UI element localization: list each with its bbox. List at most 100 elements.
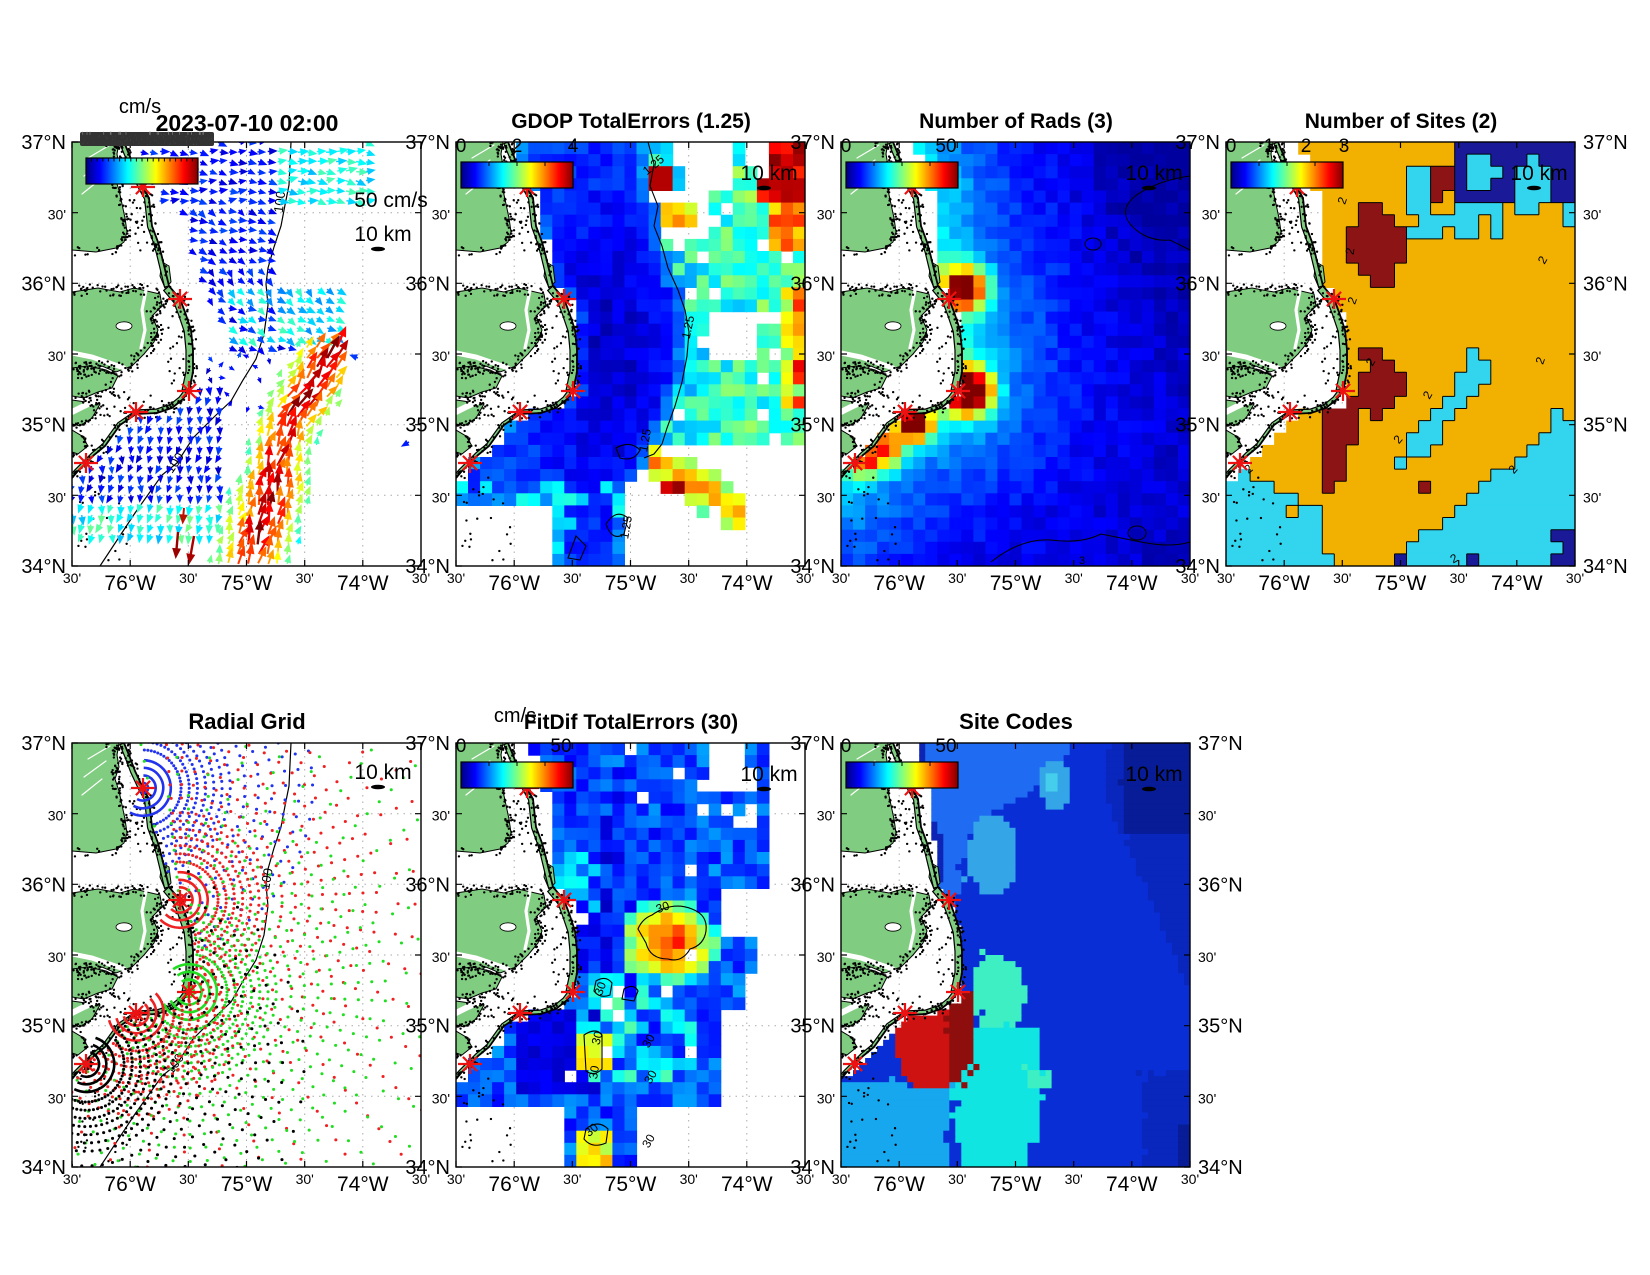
svg-text:1.25: 1.25	[636, 427, 654, 453]
svg-text:30': 30'	[412, 570, 430, 586]
svg-text:0: 0	[841, 136, 852, 157]
svg-text:30': 30'	[296, 570, 314, 586]
svg-text:37°N: 37°N	[21, 733, 66, 755]
svg-text:30': 30'	[948, 1171, 966, 1187]
svg-text:30': 30'	[432, 348, 450, 364]
svg-text:30': 30'	[1202, 207, 1220, 223]
svg-text:30': 30'	[179, 1171, 197, 1187]
svg-text:37°N: 37°N	[1175, 132, 1220, 154]
svg-text:74°W: 74°W	[1106, 1173, 1158, 1196]
svg-text:30': 30'	[1583, 489, 1601, 505]
svg-text:35°N: 35°N	[790, 1016, 835, 1038]
svg-text:30': 30'	[1566, 570, 1584, 586]
svg-text:30': 30'	[447, 570, 465, 586]
svg-text:GDOP TotalErrors (1.25): GDOP TotalErrors (1.25)	[511, 110, 751, 133]
svg-text:37°N: 37°N	[790, 733, 835, 755]
svg-text:30': 30'	[1202, 348, 1220, 364]
svg-text:0: 0	[456, 136, 467, 157]
svg-text:37°N: 37°N	[405, 733, 450, 755]
svg-text:30': 30'	[432, 949, 450, 965]
svg-text:50: 50	[935, 736, 956, 757]
svg-text:1.25: 1.25	[679, 314, 698, 340]
svg-text:36°N: 36°N	[405, 273, 450, 295]
svg-text:30': 30'	[412, 1171, 430, 1187]
svg-text:100: 100	[271, 190, 289, 213]
svg-text:30': 30'	[48, 808, 66, 824]
svg-text:2: 2	[1343, 246, 1358, 255]
svg-text:30': 30'	[1583, 348, 1601, 364]
svg-text:76°W: 76°W	[873, 1173, 925, 1196]
svg-text:30': 30'	[1181, 1171, 1199, 1187]
svg-text:30': 30'	[48, 207, 66, 223]
svg-text:36°N: 36°N	[1175, 273, 1220, 295]
svg-text:74°W: 74°W	[337, 572, 389, 595]
svg-text:30': 30'	[1198, 1090, 1216, 1106]
svg-text:10 km: 10 km	[1125, 162, 1182, 185]
svg-text:30: 30	[586, 1064, 602, 1080]
svg-text:3: 3	[1339, 136, 1350, 157]
svg-text:30': 30'	[832, 570, 850, 586]
svg-text:FitDif TotalErrors (30): FitDif TotalErrors (30)	[524, 711, 738, 734]
svg-text:10 km: 10 km	[354, 223, 411, 246]
svg-text:30': 30'	[447, 1171, 465, 1187]
svg-text:30': 30'	[832, 1171, 850, 1187]
svg-text:35°N: 35°N	[21, 1016, 66, 1038]
svg-text:2: 2	[1301, 136, 1312, 157]
svg-text:76°W: 76°W	[488, 572, 540, 595]
svg-text:76°W: 76°W	[873, 572, 925, 595]
svg-text:10 km: 10 km	[1510, 162, 1567, 185]
svg-text:76°W: 76°W	[488, 1173, 540, 1196]
svg-text:30': 30'	[817, 207, 835, 223]
svg-text:30': 30'	[432, 207, 450, 223]
svg-text:30': 30'	[48, 1090, 66, 1106]
svg-text:34°N: 34°N	[1175, 556, 1220, 578]
svg-text:30': 30'	[48, 949, 66, 965]
svg-text:30': 30'	[48, 348, 66, 364]
svg-text:75°W: 75°W	[605, 1173, 657, 1196]
svg-text:30': 30'	[1198, 949, 1216, 965]
svg-text:30: 30	[639, 1031, 658, 1050]
svg-text:2: 2	[512, 136, 523, 157]
svg-text:37°N: 37°N	[1198, 733, 1243, 755]
svg-text:50 cm/s: 50 cm/s	[354, 189, 428, 212]
svg-text:75°W: 75°W	[221, 572, 273, 595]
svg-text:35°N: 35°N	[1198, 1016, 1243, 1038]
svg-text:Number of Sites (2): Number of Sites (2)	[1305, 110, 1498, 133]
svg-text:75°W: 75°W	[990, 1173, 1042, 1196]
svg-text:30': 30'	[1065, 570, 1083, 586]
svg-text:74°W: 74°W	[721, 1173, 773, 1196]
svg-text:30': 30'	[1583, 207, 1601, 223]
svg-text:76°W: 76°W	[104, 1173, 156, 1196]
svg-text:34°N: 34°N	[405, 556, 450, 578]
svg-text:75°W: 75°W	[1375, 572, 1427, 595]
svg-text:34°N: 34°N	[790, 556, 835, 578]
svg-text:30': 30'	[1202, 489, 1220, 505]
svg-text:30': 30'	[432, 1090, 450, 1106]
svg-text:37°N: 37°N	[21, 132, 66, 154]
svg-text:35°N: 35°N	[1175, 415, 1220, 437]
svg-text:75°W: 75°W	[990, 572, 1042, 595]
svg-text:30': 30'	[948, 570, 966, 586]
svg-text:cm/s: cm/s	[119, 96, 161, 118]
svg-text:74°W: 74°W	[1106, 572, 1158, 595]
svg-text:50: 50	[935, 136, 956, 157]
svg-text:50: 50	[550, 736, 571, 757]
svg-text:36°N: 36°N	[21, 874, 66, 896]
svg-text:34°N: 34°N	[405, 1157, 450, 1179]
svg-text:76°W: 76°W	[104, 572, 156, 595]
svg-text:30: 30	[641, 1067, 660, 1086]
svg-text:Radial Grid: Radial Grid	[188, 709, 305, 734]
svg-text:30': 30'	[1450, 570, 1468, 586]
svg-text:37°N: 37°N	[405, 132, 450, 154]
svg-text:Number of Rads (3): Number of Rads (3)	[919, 110, 1113, 133]
svg-text:36°N: 36°N	[21, 273, 66, 295]
svg-text:36°N: 36°N	[1583, 273, 1628, 295]
svg-text:30': 30'	[63, 1171, 81, 1187]
svg-text:34°N: 34°N	[1198, 1157, 1243, 1179]
svg-text:30': 30'	[1198, 808, 1216, 824]
svg-text:30': 30'	[296, 1171, 314, 1187]
svg-text:30': 30'	[432, 489, 450, 505]
svg-text:30': 30'	[680, 1171, 698, 1187]
svg-text:Site Codes: Site Codes	[959, 709, 1073, 734]
svg-text:74°W: 74°W	[1491, 572, 1543, 595]
